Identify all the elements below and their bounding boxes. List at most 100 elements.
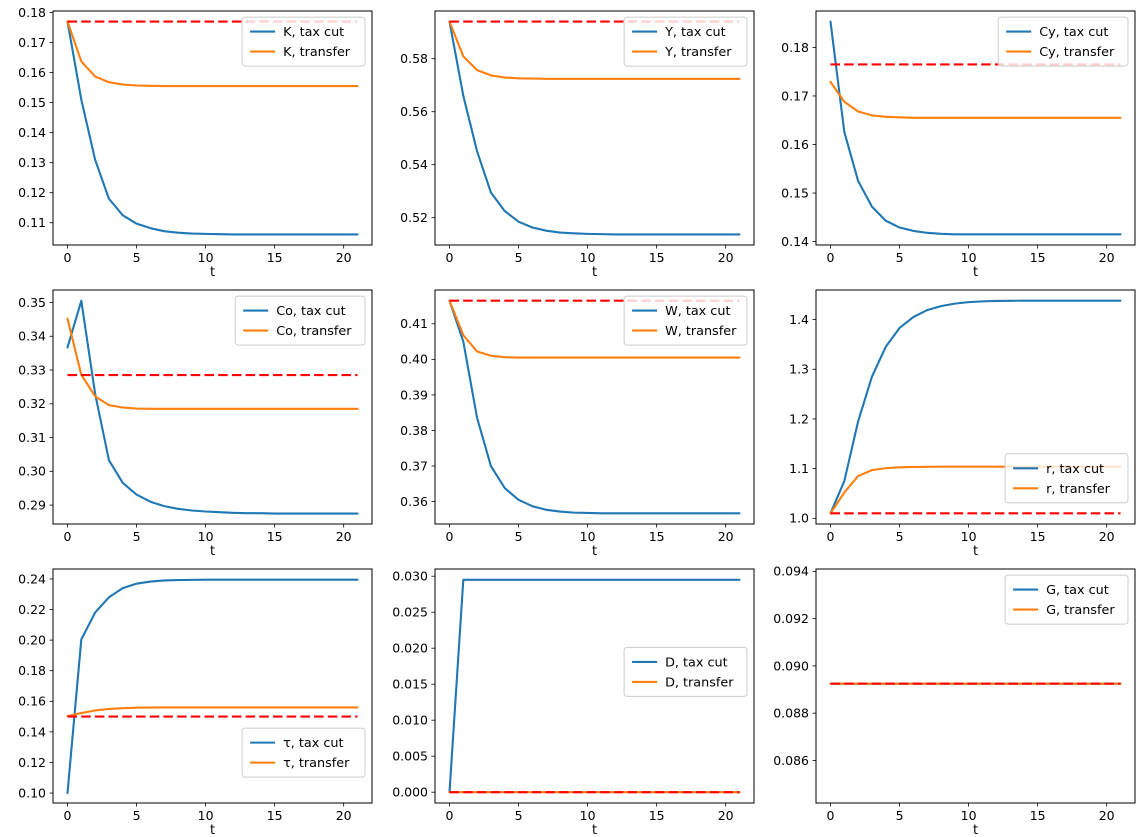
legend-label: G, transfer: [1046, 603, 1115, 618]
x-tick-label: 5: [133, 250, 141, 265]
axes-border: [52, 10, 373, 246]
y-tick-label: 0.35: [18, 295, 46, 310]
legend-box: [241, 16, 366, 67]
y-tick-label: 0.000: [392, 785, 428, 800]
x-tick-label: 0: [827, 808, 835, 823]
x-axis-label: t: [210, 265, 215, 279]
tau-tax_cut-line: [66, 578, 359, 795]
x-tick-label: 10: [961, 529, 977, 544]
x-tick-label: 5: [514, 529, 522, 544]
x-tick-label: 5: [896, 808, 904, 823]
axes-border: [434, 10, 755, 246]
y-tick-label: 0.015: [392, 677, 428, 692]
y-tick-label: 0.030: [392, 569, 428, 584]
legend-box: [623, 16, 748, 67]
y-tick-label: 1.2: [789, 411, 809, 426]
y-tick-label: 0.18: [18, 5, 46, 20]
x-axis-label: t: [210, 823, 215, 837]
legend-box: [1004, 453, 1129, 504]
y-tick-label: 0.40: [400, 352, 428, 367]
Co-tax_cut-line: [66, 299, 359, 515]
x-tick-label: 5: [133, 529, 141, 544]
x-tick-label: 20: [717, 808, 733, 823]
y-tick-label: 0.010: [392, 713, 428, 728]
y-tick-label: 0.29: [18, 497, 46, 512]
tau-transfer-line: [66, 706, 359, 718]
y-tick-label: 0.31: [18, 430, 46, 445]
y-tick-label: 0.22: [18, 602, 46, 617]
x-tick-label: 20: [717, 529, 733, 544]
x-tick-label: 15: [648, 808, 664, 823]
legend-label: K, transfer: [283, 45, 351, 60]
axes-border: [815, 10, 1136, 246]
x-tick-label: 15: [267, 808, 283, 823]
y-tick-label: 0.58: [400, 51, 428, 66]
y-tick-label: 0.18: [18, 663, 46, 678]
y-tick-label: 0.54: [400, 157, 428, 172]
y-tick-label: 0.37: [400, 458, 428, 473]
x-axis-label: t: [973, 544, 978, 558]
y-tick-label: 0.092: [774, 611, 810, 626]
x-tick-label: 5: [896, 250, 904, 265]
subplot-r: 1.0 1.1 1.2 1.3 1.4 0 5 10 15 20 t r, tax cut r, tra…: [789, 289, 1136, 558]
y-tick-label: 0.13: [18, 155, 46, 170]
y-tick-label: 0.15: [18, 95, 46, 110]
legend-label: r, transfer: [1046, 482, 1111, 497]
legend-label: τ, tax cut: [283, 736, 343, 751]
y-tick-label: 1.3: [789, 362, 809, 377]
K-transfer-line: [66, 20, 359, 88]
x-axis-label: t: [973, 823, 978, 837]
y-tick-label: 0.11: [18, 215, 46, 230]
legend-label: Cy, tax cut: [1040, 25, 1109, 40]
y-tick-label: 0.20: [18, 632, 46, 647]
Cy-transfer-line: [829, 80, 1122, 119]
subplot-W: 0.36 0.37 0.38 0.39 0.40 0.41 0 5 10 15 20 t W, tax …: [400, 289, 755, 558]
y-tick-label: 0.32: [18, 396, 46, 411]
x-tick-label: 5: [896, 529, 904, 544]
legend-box: [241, 727, 366, 778]
x-tick-label: 10: [961, 808, 977, 823]
y-tick-label: 0.39: [400, 387, 428, 402]
x-tick-label: 15: [1030, 250, 1046, 265]
y-tick-label: 0.12: [18, 185, 46, 200]
legend-label: Co, transfer: [276, 324, 352, 339]
subplot-K: 0.11 0.12 0.13 0.14 0.15 0.16 0.17 0.18 0 5 10 15 20…: [18, 5, 373, 279]
legend-label: Y, tax cut: [664, 25, 726, 40]
x-tick-label: 15: [648, 250, 664, 265]
x-tick-label: 20: [336, 808, 352, 823]
axes-border: [815, 568, 1136, 804]
legend-box: [1004, 574, 1129, 625]
y-tick-label: 1.1: [789, 461, 809, 476]
y-tick-label: 0.36: [400, 494, 428, 509]
x-tick-label: 0: [64, 808, 72, 823]
r-tax_cut-line: [829, 299, 1122, 515]
legend-box: [234, 295, 366, 346]
y-tick-label: 0.16: [18, 65, 46, 80]
x-tick-label: 20: [336, 250, 352, 265]
y-tick-label: 0.088: [774, 706, 810, 721]
x-tick-label: 5: [133, 808, 141, 823]
x-axis-label: t: [592, 823, 597, 837]
y-tick-label: 0.38: [400, 423, 428, 438]
x-tick-label: 10: [961, 250, 977, 265]
x-tick-label: 20: [336, 529, 352, 544]
legend-label: W, transfer: [665, 324, 737, 339]
axes-border: [815, 289, 1136, 525]
x-tick-label: 15: [267, 250, 283, 265]
y-tick-label: 0.41: [400, 316, 428, 331]
legend-label: Y, transfer: [664, 45, 732, 60]
y-tick-label: 0.025: [392, 605, 428, 620]
Cy-tax_cut-line: [829, 20, 1122, 236]
y-tick-label: 0.020: [392, 641, 428, 656]
x-tick-label: 10: [198, 808, 214, 823]
subplot-tau: 0.10 0.12 0.14 0.16 0.18 0.20 0.22 0.24 0 5 10 15 20…: [18, 568, 373, 837]
legend-label: D, transfer: [665, 675, 734, 690]
y-tick-label: 0.33: [18, 362, 46, 377]
subplot-G: 0.086 0.088 0.090 0.092 0.094 0 5 10 15 20 t G, tax…: [774, 564, 1136, 837]
Y-transfer-line: [448, 20, 741, 80]
Co-transfer-line: [66, 317, 359, 410]
x-axis-label: t: [592, 544, 597, 558]
legend-box: [998, 16, 1129, 67]
legend-label: G, tax cut: [1046, 583, 1109, 598]
x-tick-label: 10: [579, 250, 595, 265]
